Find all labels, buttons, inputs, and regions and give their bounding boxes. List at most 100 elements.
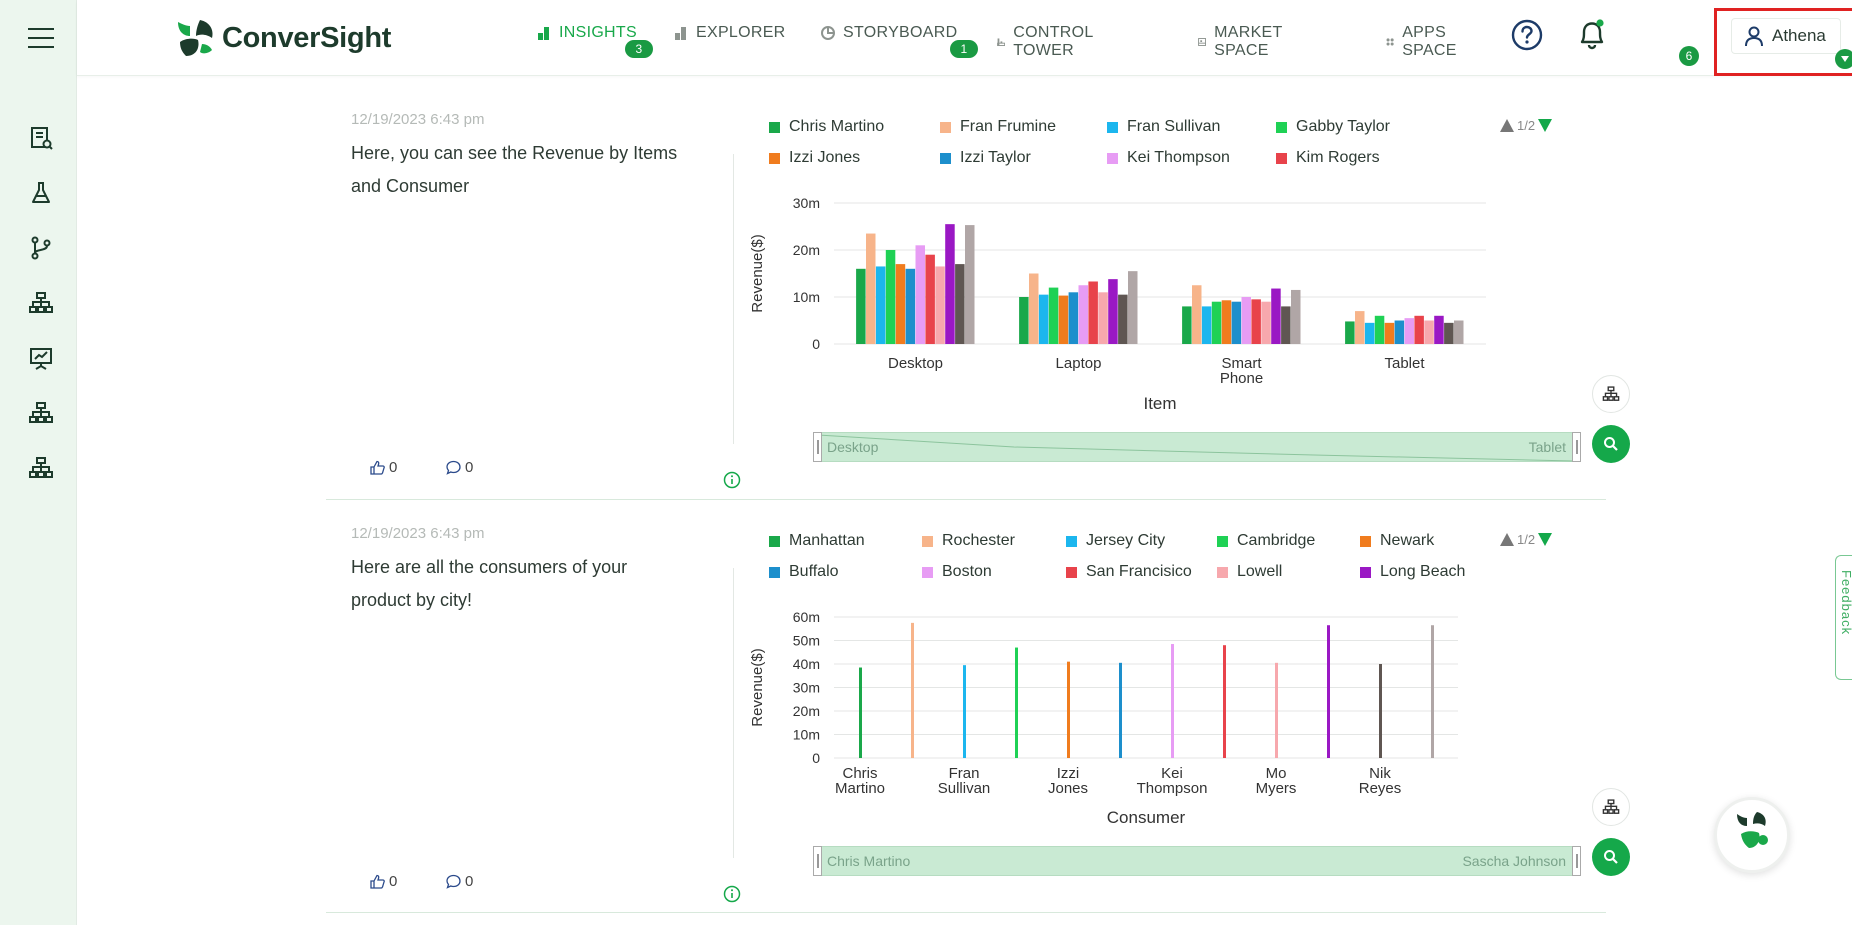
bar <box>1434 315 1444 344</box>
legend-item[interactable]: Fran Frumine <box>940 118 1056 136</box>
brush-start-label: Chris Martino <box>827 853 911 869</box>
legend-pager: 1/2 <box>1500 118 1553 133</box>
legend-item[interactable]: Newark <box>1360 532 1434 550</box>
legend-item[interactable]: Manhattan <box>769 532 865 550</box>
y-tick-label: 30m <box>793 195 820 211</box>
legend-item[interactable]: Kei Thompson <box>1107 149 1230 167</box>
hierarchy-button[interactable] <box>1592 375 1630 413</box>
info-icon[interactable] <box>723 885 741 903</box>
user-dropdown-caret-icon[interactable] <box>1835 49 1852 69</box>
legend-item[interactable]: Long Beach <box>1360 563 1465 581</box>
help-button[interactable] <box>1511 19 1543 56</box>
x-tick-label: Myers <box>1256 780 1297 797</box>
logo[interactable]: ConverSight <box>172 14 391 62</box>
bar <box>1261 301 1271 344</box>
user-menu-highlight: Athena <box>1714 8 1852 76</box>
legend-swatch <box>1276 121 1287 133</box>
sidebar-item-presentation[interactable] <box>28 345 54 371</box>
nav-apps-space[interactable]: APPS SPACE <box>1386 24 1463 60</box>
card-divider <box>733 154 734 444</box>
notifications-button[interactable] <box>1577 18 1607 57</box>
sidebar-item-reports[interactable] <box>28 125 54 151</box>
legend-item[interactable]: Lowell <box>1217 563 1282 581</box>
bar <box>1128 271 1138 344</box>
nav-market-space[interactable]: MARKET SPACE <box>1198 24 1288 60</box>
bar <box>859 667 862 758</box>
flask-icon <box>32 182 50 203</box>
sidebar-item-lab[interactable] <box>28 180 54 206</box>
brush-right-handle[interactable] <box>1572 432 1581 462</box>
legend-label: Fran Frumine <box>960 118 1057 135</box>
legend-item[interactable]: San Francisico <box>1066 563 1192 581</box>
nav-insights[interactable]: INSIGHTS 3 <box>537 24 653 58</box>
legend-swatch <box>769 121 780 133</box>
legend-swatch <box>1360 535 1371 547</box>
legend-item[interactable]: Rochester <box>922 532 1015 550</box>
hierarchy-button[interactable] <box>1592 788 1630 826</box>
legend-label: Chris Martino <box>789 118 885 135</box>
brush-right-handle[interactable] <box>1572 846 1581 876</box>
x-tick-label: Reyes <box>1359 780 1402 797</box>
legend-item[interactable]: Fran Sullivan <box>1107 118 1220 136</box>
sidebar-item-hierarchy-3[interactable] <box>28 455 54 481</box>
info-icon[interactable] <box>723 471 741 489</box>
x-tick-label: Fran <box>949 765 980 782</box>
legend-item[interactable]: Izzi Taylor <box>940 149 1031 167</box>
legend-item[interactable]: Kim Rogers <box>1276 149 1380 167</box>
legend-item[interactable]: Izzi Jones <box>769 149 860 167</box>
like-button[interactable]: 0 <box>370 873 397 890</box>
x-tick-label: Chris <box>842 765 877 782</box>
range-brush[interactable]: Desktop Tablet <box>813 432 1581 462</box>
bar <box>905 268 916 344</box>
legend-item[interactable]: Cambridge <box>1217 532 1315 550</box>
legend-item[interactable]: Jersey City <box>1066 532 1165 550</box>
sidebar-item-hierarchy-2[interactable] <box>28 400 54 426</box>
bar <box>1327 625 1330 758</box>
legend-next-icon[interactable] <box>1538 533 1553 546</box>
nav-storyboard[interactable]: STORYBOARD 1 <box>821 24 978 58</box>
sidebar-item-workflow[interactable] <box>28 235 54 261</box>
bar <box>1384 322 1395 344</box>
search-zoom-button[interactable] <box>1592 838 1630 876</box>
conversight-logo-icon <box>178 20 213 56</box>
bar <box>1424 320 1434 344</box>
nav-control-tower-label: CONTROL TOWER <box>1013 24 1093 59</box>
legend-swatch <box>769 535 780 547</box>
x-tick-label: Tablet <box>1384 355 1425 372</box>
legend-item[interactable]: Boston <box>922 563 992 581</box>
menu-icon[interactable] <box>28 28 54 50</box>
bar <box>1067 661 1070 758</box>
nav-explorer[interactable]: EXPLORER <box>674 24 786 42</box>
nav-control-tower[interactable]: CONTROL TOWER <box>997 24 1099 60</box>
feedback-tab[interactable]: Feedback <box>1835 555 1852 680</box>
brush-left-handle[interactable] <box>813 846 822 876</box>
comment-button[interactable]: 0 <box>446 459 473 476</box>
presentation-icon <box>30 348 52 370</box>
range-brush[interactable]: Chris Martino Sascha Johnson <box>813 846 1581 876</box>
legend-prev-icon[interactable] <box>1500 533 1514 546</box>
brush-left-handle[interactable] <box>813 432 822 462</box>
bar <box>1078 285 1088 344</box>
legend-item[interactable]: Chris Martino <box>769 118 884 136</box>
legend-swatch <box>1066 566 1077 578</box>
search-zoom-button[interactable] <box>1592 425 1630 463</box>
x-axis-title: Item <box>1143 394 1176 413</box>
bar <box>1281 306 1291 344</box>
like-button[interactable]: 0 <box>370 459 397 476</box>
bar <box>885 250 896 344</box>
card-divider <box>733 568 734 858</box>
bar <box>1221 300 1232 344</box>
user-menu-button[interactable]: Athena <box>1731 18 1841 54</box>
legend-item[interactable]: Buffalo <box>769 563 839 581</box>
x-axis-title: Consumer <box>1107 808 1186 827</box>
bar <box>1192 285 1202 344</box>
legend-item[interactable]: Gabby Taylor <box>1276 118 1390 136</box>
chatbot-launcher[interactable] <box>1714 797 1790 873</box>
legend-prev-icon[interactable] <box>1500 119 1514 132</box>
legend-swatch <box>1217 535 1228 547</box>
x-tick-label: Phone <box>1220 370 1263 387</box>
y-axis-title: Revenue($) <box>749 234 766 312</box>
sidebar-item-hierarchy-1[interactable] <box>28 290 54 316</box>
comment-button[interactable]: 0 <box>446 873 473 890</box>
legend-next-icon[interactable] <box>1538 119 1553 132</box>
